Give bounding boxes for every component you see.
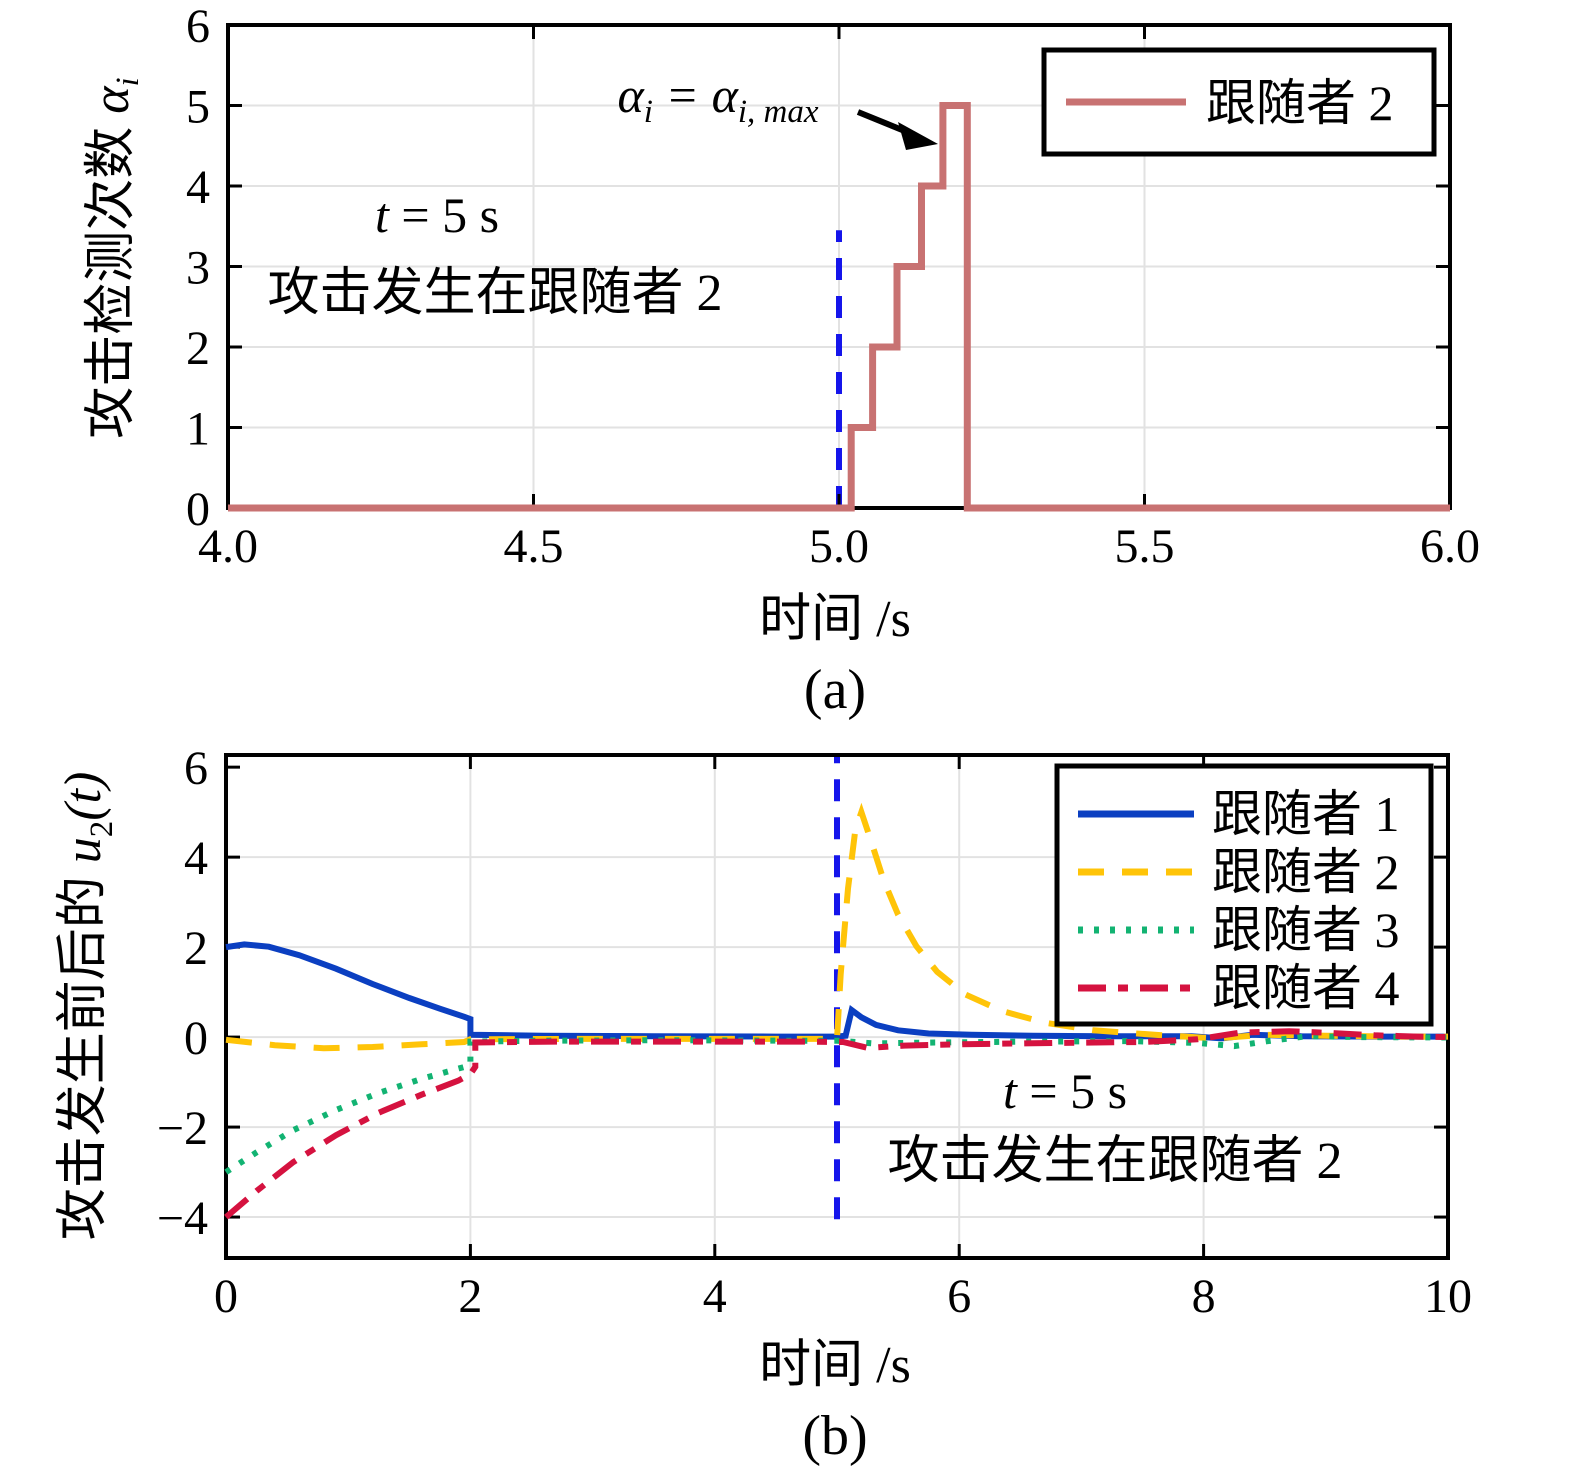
y-tick-label: 6 xyxy=(186,0,210,53)
panel-b-legend-box xyxy=(1054,763,1434,1027)
panel-a-legend-label-follower2: 跟随者 2 xyxy=(1206,75,1394,131)
x-tick-label: 6.0 xyxy=(1420,520,1480,573)
panel-a-ylabel: 攻击检测次数 αi xyxy=(83,77,146,438)
static-texts: 攻击检测次数 αi 时间 /s (a) αi = αi, max t = 5 s… xyxy=(55,47,1437,1467)
y-tick-label: 1 xyxy=(186,403,210,456)
x-tick-label: 0 xyxy=(214,1270,238,1323)
x-tick-label: 5.5 xyxy=(1115,520,1175,573)
x-tick-label: 2 xyxy=(458,1270,482,1323)
panel-b-ylabel: 攻击发生前后的 u2(t) xyxy=(55,772,120,1241)
y-tick-label: 5 xyxy=(186,81,210,134)
panel-a-plot: 4.0 4.5 5.0 5.5 6.0 0 1 2 3 4 5 6 xyxy=(186,0,1480,573)
y-tick-label: 2 xyxy=(184,922,208,975)
panel-a-legend: 跟随者 2 xyxy=(1041,47,1437,157)
series-line-b-1 xyxy=(225,802,1448,1052)
panel-b-legend-label-follower3: 跟随者 3 xyxy=(1212,902,1400,958)
panel-b-legend-label-follower4: 跟随者 4 xyxy=(1212,960,1400,1016)
x-tick-label: 6 xyxy=(947,1270,971,1323)
panel-b-legend-label-follower1: 跟随者 1 xyxy=(1212,786,1400,842)
panel-a-annotation-alpha-max: αi = αi, max xyxy=(617,67,818,130)
y-tick-label: 6 xyxy=(184,742,208,795)
x-tick-label: 4.5 xyxy=(504,520,564,573)
y-tick-label: 0 xyxy=(184,1012,208,1065)
x-tick-label: 10 xyxy=(1424,1270,1472,1323)
x-tick-label: 4.0 xyxy=(198,520,258,573)
y-tick-label: 2 xyxy=(186,322,210,375)
x-tick-label: 4 xyxy=(703,1270,727,1323)
panel-b-legend-label-follower2: 跟随者 2 xyxy=(1212,844,1400,900)
y-tick-label: −4 xyxy=(157,1192,208,1245)
panel-b-note-line1: t = 5 s xyxy=(1003,1063,1127,1119)
annotation-arrow-icon xyxy=(856,109,938,150)
y-tick-label: 3 xyxy=(186,242,210,295)
panel-a-note-line2: 攻击发生在跟随者 2 xyxy=(267,265,722,322)
panel-b-note-line2: 攻击发生在跟随者 2 xyxy=(887,1133,1342,1190)
plot-border xyxy=(224,753,1450,1260)
panel-a-xlabel: 时间 /s xyxy=(759,591,911,648)
series-line-b-3 xyxy=(224,1028,1449,1220)
panel-a-caption: (a) xyxy=(804,659,866,721)
panel-b-caption: (b) xyxy=(802,1405,867,1467)
panel-b-xlabel: 时间 /s xyxy=(759,1337,911,1394)
x-tick-label: 8 xyxy=(1192,1270,1216,1323)
y-tick-label: 0 xyxy=(186,483,210,536)
y-tick-label: 4 xyxy=(186,161,210,214)
x-tick-label: 5.0 xyxy=(809,520,869,573)
series-line-a-0 xyxy=(228,102,1450,512)
y-tick-label: 4 xyxy=(184,832,208,885)
y-tick-label: −2 xyxy=(157,1102,208,1155)
panel-b-legend: 跟随者 1 跟随者 2 跟随者 3 跟随者 4 xyxy=(1054,763,1434,1027)
panel-a-note-line1: t = 5 s xyxy=(375,187,499,243)
